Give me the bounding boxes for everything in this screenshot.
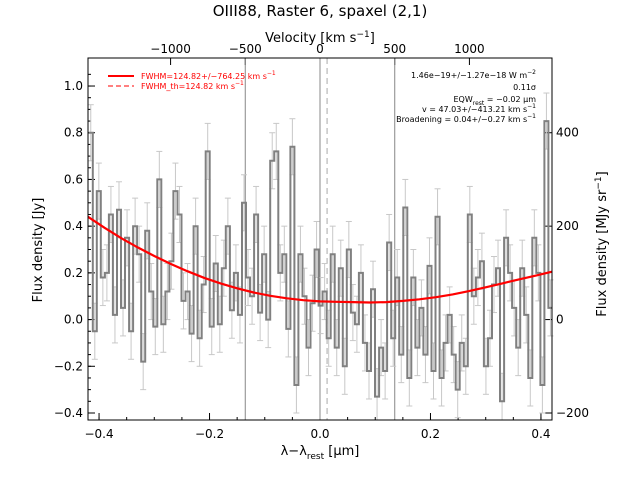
top-tick-label-2: 0 — [316, 42, 324, 56]
annotation-velocity: v = 47.03+/−413.21 km s−1 — [422, 103, 536, 114]
legend-entry-2: FWHM_th=124.82 km s−1 — [141, 80, 244, 91]
top-tick-label-4: 1000 — [454, 42, 485, 56]
top-axis-ticks: −1000 −500 0 500 1000 — [150, 42, 485, 65]
annotation-broadening: Broadening = 0.04+/−0.27 km s−1 — [396, 113, 536, 124]
fit-series — [87, 215, 553, 304]
annotation-flux: 1.46e−19+/−1.27e−18 W m−2 — [411, 69, 536, 80]
x-tick-label-1: −0.2 — [195, 427, 224, 441]
y-axis-label: Flux density [Jy] — [31, 198, 46, 303]
right-tick-label-0: −200 — [556, 406, 589, 420]
y-tick-label-7: 1.0 — [64, 79, 83, 93]
x-tick-label-3: 0.2 — [421, 427, 440, 441]
x-tick-label-0: −0.4 — [84, 427, 113, 441]
legend-entry-1: FWHM=124.82+/−764.25 km s−1 — [141, 70, 276, 81]
y-tick-label-2: 0.0 — [64, 313, 83, 327]
annotation-sigma: 0.11σ — [513, 83, 536, 92]
right-tick-label-1: 0 — [556, 313, 564, 327]
right-axis-ticks: −200 0 200 400 — [545, 126, 589, 420]
right-tick-label-3: 400 — [556, 126, 579, 140]
spectrum-series — [88, 120, 552, 403]
fit-annotations: 1.46e−19+/−1.27e−18 W m−2 0.11σ EQWrest … — [396, 69, 536, 124]
y-tick-label-1: −0.2 — [54, 359, 83, 373]
annotation-eqw: EQWrest = −0.02 μm — [453, 95, 536, 107]
top-tick-label-0: −1000 — [150, 42, 191, 56]
chart-title: OIII88, Raster 6, spaxel (2,1) — [213, 2, 428, 20]
x-axis-ticks: −0.4 −0.2 0.0 0.2 0.4 — [84, 413, 550, 441]
y-tick-label-6: 0.8 — [64, 126, 83, 140]
plot-frame — [87, 57, 553, 421]
legend: FWHM=124.82+/−764.25 km s−1 FWHM_th=124.… — [108, 70, 276, 91]
y-tick-label-5: 0.6 — [64, 172, 83, 186]
top-axis-label: Velocity [km s−1] — [265, 30, 375, 46]
x-tick-label-2: 0.0 — [310, 427, 329, 441]
right-axis-label: Flux density [MJy sr−1] — [594, 171, 610, 316]
y-tick-label-4: 0.4 — [64, 219, 83, 233]
right-tick-label-2: 200 — [556, 219, 579, 233]
x-axis-label: λ−λrest [μm] — [281, 444, 360, 462]
reference-lines — [244, 58, 396, 420]
y-tick-label-0: −0.4 — [54, 406, 83, 420]
y-tick-label-3: 0.2 — [64, 266, 83, 280]
top-tick-label-3: 500 — [383, 42, 406, 56]
top-tick-label-1: −500 — [229, 42, 262, 56]
y-axis-ticks: −0.4 −0.2 0.0 0.2 0.4 0.6 0.8 1.0 — [54, 73, 95, 420]
x-tick-label-4: 0.4 — [531, 427, 550, 441]
